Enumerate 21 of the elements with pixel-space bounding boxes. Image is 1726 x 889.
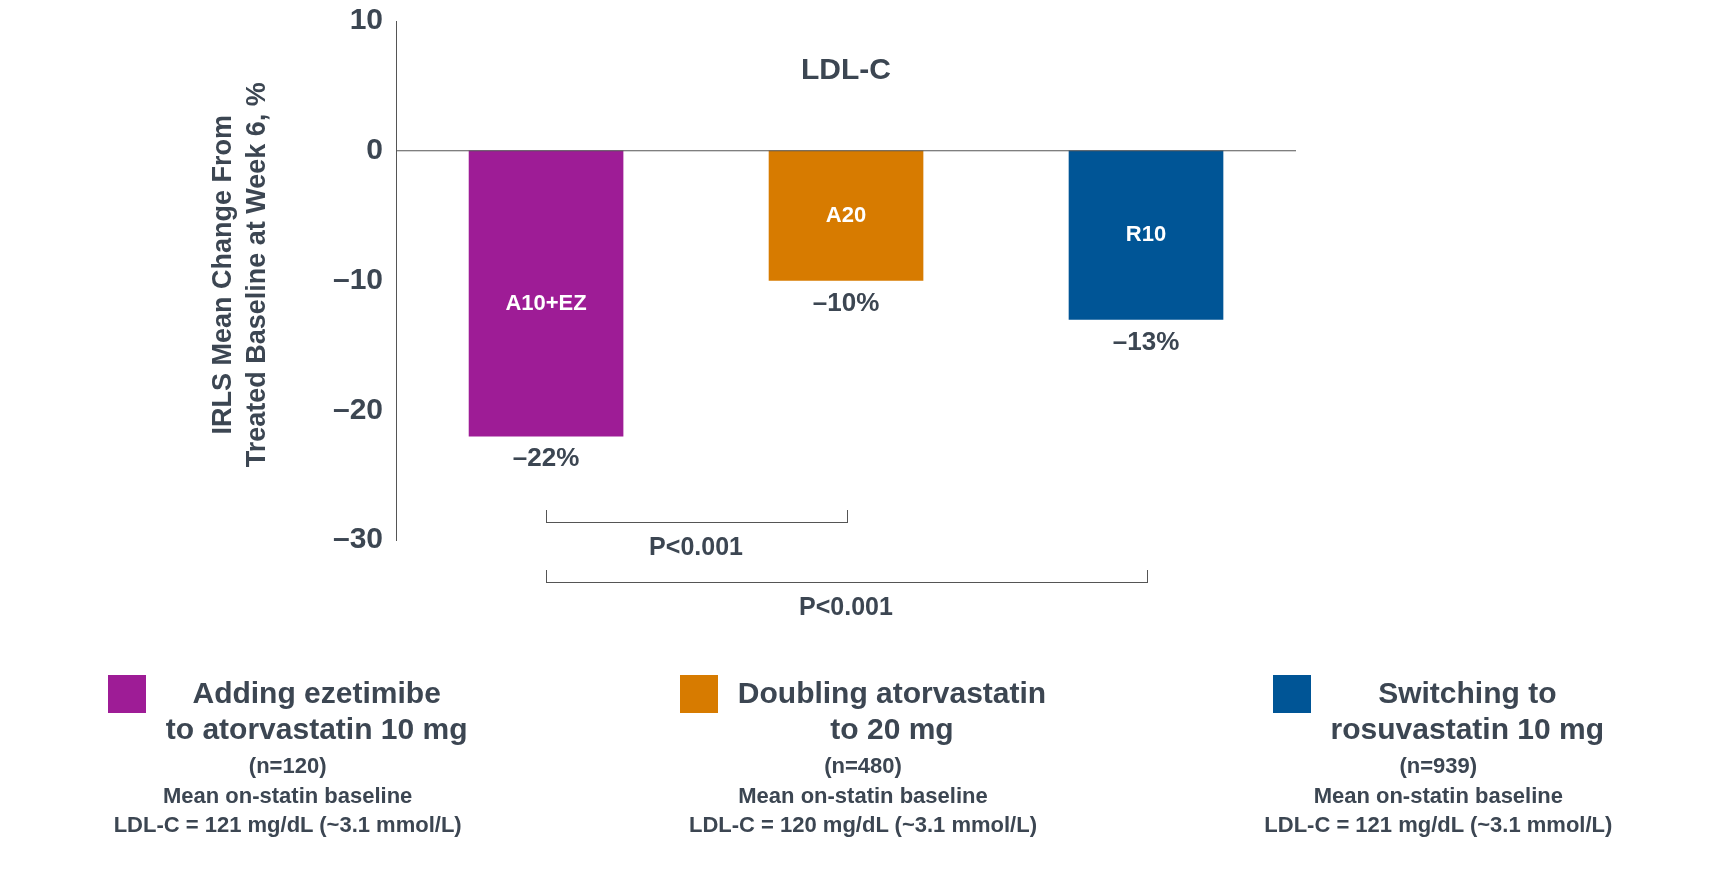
y-tick-label: –30 <box>332 521 384 555</box>
y-tick-label: –20 <box>332 391 384 425</box>
data-label: –13% <box>1112 325 1180 356</box>
data-label: –10% <box>812 286 880 317</box>
annotation: P<0.001 <box>649 532 743 561</box>
legend-label: Doubling atorvastatin to 20 mg <box>737 675 1047 747</box>
y-tick-label: 0 <box>366 132 384 166</box>
y-tick-label: 10 <box>349 2 384 36</box>
data-label: –22% <box>512 442 580 473</box>
x-tick-label: A20 <box>825 201 867 227</box>
y-axis-title: IRLS Mean Change From Treated Baseline at Week 6, % <box>206 82 272 468</box>
y-tick-label: –10 <box>332 261 384 295</box>
text: (n=480) Mean on-statin baseline LDL-C = 120 mg/dL (~3.1 mmol/L) <box>688 752 1038 840</box>
text: P<0.001 <box>799 592 893 621</box>
legend-label: Switching to rosuvastatin 10 mg <box>1330 675 1605 747</box>
text: LDL-C <box>801 52 892 86</box>
legend-label: Adding ezetimibe to atorvastatin 10 mg <box>165 675 468 747</box>
text: (n=120) Mean on-statin baseline LDL-C = 121 mg/dL (~3.1 mmol/L) <box>112 752 463 840</box>
x-tick-label: R10 <box>1125 221 1167 247</box>
text: (n=939) Mean on-statin baseline LDL-C = 121 mg/dL (~3.1 mmol/L) <box>1263 752 1614 840</box>
x-tick-label: A10+EZ <box>505 289 587 315</box>
